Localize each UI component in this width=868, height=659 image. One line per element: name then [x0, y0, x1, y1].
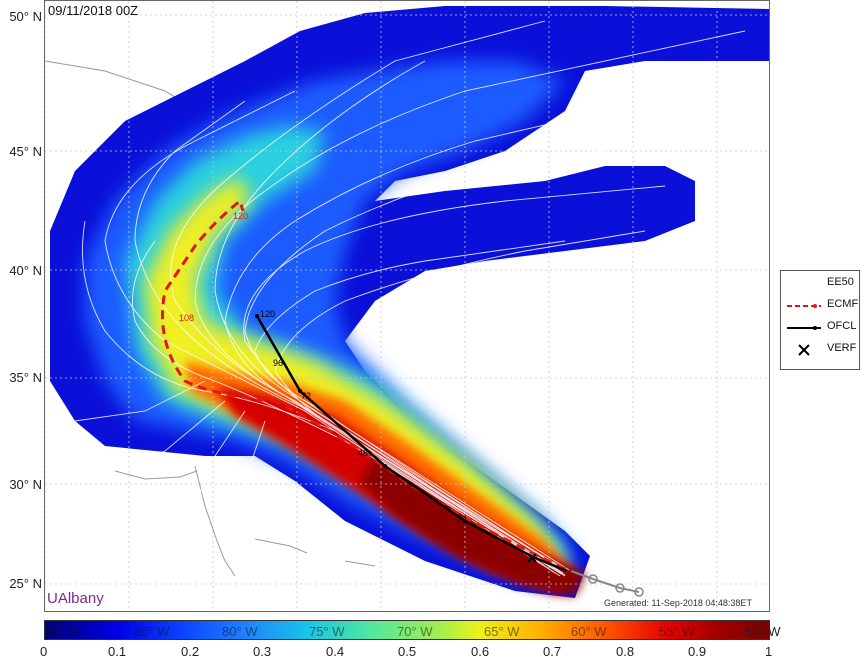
lon-label-80: 80° W [222, 624, 258, 639]
legend-label: EE50 [827, 276, 854, 288]
ecmf-label-120: 120 [233, 211, 248, 221]
ofcl-label-96: 96 [273, 358, 283, 368]
lat-label-50: 50° N [9, 9, 42, 24]
track-legend: EE50 ECMF OFCL VERF [780, 270, 860, 370]
ee50-line-icon [787, 283, 821, 285]
lat-label-30: 30° N [9, 477, 42, 492]
lon-label-65: 65° W [484, 624, 520, 639]
ualbany-watermark: UAlbany [47, 590, 104, 607]
colorbar-tick-0.7: 0.7 [543, 644, 562, 659]
legend-label: OFCL [827, 320, 857, 332]
generated-timestamp: Generated: 11-Sep-2018 04:48:38ET [604, 598, 752, 608]
legend-item-ecmf: ECMF [785, 295, 859, 317]
legend-item-ofcl: OFCL [785, 317, 859, 339]
ensemble-tracks [74, 20, 746, 577]
ecmf-line-icon [787, 304, 821, 308]
colorbar-tick-0.3: 0.3 [253, 644, 272, 659]
verf-track [527, 553, 644, 597]
probability-map: 120 108 120 96 72 48 24 [45, 1, 769, 611]
lon-label-90: 90° W [44, 624, 80, 639]
ofcl-label-24: 24 [457, 514, 467, 524]
x-mark-icon [798, 344, 810, 356]
lon-label-75: 75° W [309, 624, 345, 639]
map-panel: 120 108 120 96 72 48 24 [44, 0, 770, 612]
colorbar-tick-0.5: 0.5 [398, 644, 417, 659]
lon-label-50: 50° W [745, 624, 781, 639]
colorbar-tick-1: 1 [765, 644, 773, 659]
ofcl-track: 120 96 72 48 24 [255, 309, 568, 573]
legend-label: ECMF [827, 298, 859, 310]
colorbar-tick-0.2: 0.2 [181, 644, 200, 659]
ofcl-label-48: 48 [358, 448, 368, 458]
colorbar-tick-0.8: 0.8 [616, 644, 635, 659]
map-title: 09/11/2018 00Z [48, 3, 139, 18]
lon-label-55: 55° W [659, 624, 695, 639]
colorbar-tick-0: 0 [40, 644, 48, 659]
ofcl-label-72: 72 [301, 391, 311, 401]
colorbar-tick-0.1: 0.1 [108, 644, 127, 659]
probability-colorbar [44, 620, 770, 640]
ofcl-label-120: 120 [260, 309, 275, 319]
lat-label-40: 40° N [9, 263, 42, 278]
legend-item-verf: VERF [785, 339, 859, 361]
lat-label-35: 35° N [9, 370, 42, 385]
lat-lon-grid [45, 1, 769, 611]
lon-label-85: 85° W [134, 624, 170, 639]
legend-item-ee50: EE50 [785, 273, 859, 295]
colorbar-tick-0.6: 0.6 [471, 644, 490, 659]
ofcl-line-icon [787, 326, 821, 330]
lon-label-70: 70° W [397, 624, 433, 639]
colorbar-tick-0.9: 0.9 [688, 644, 707, 659]
lat-label-25: 25° N [9, 576, 42, 591]
lon-label-60: 60° W [571, 624, 607, 639]
ecmf-label-108: 108 [179, 313, 194, 323]
lat-label-45: 45° N [9, 144, 42, 159]
legend-label: VERF [827, 342, 857, 354]
colorbar-tick-0.4: 0.4 [326, 644, 345, 659]
